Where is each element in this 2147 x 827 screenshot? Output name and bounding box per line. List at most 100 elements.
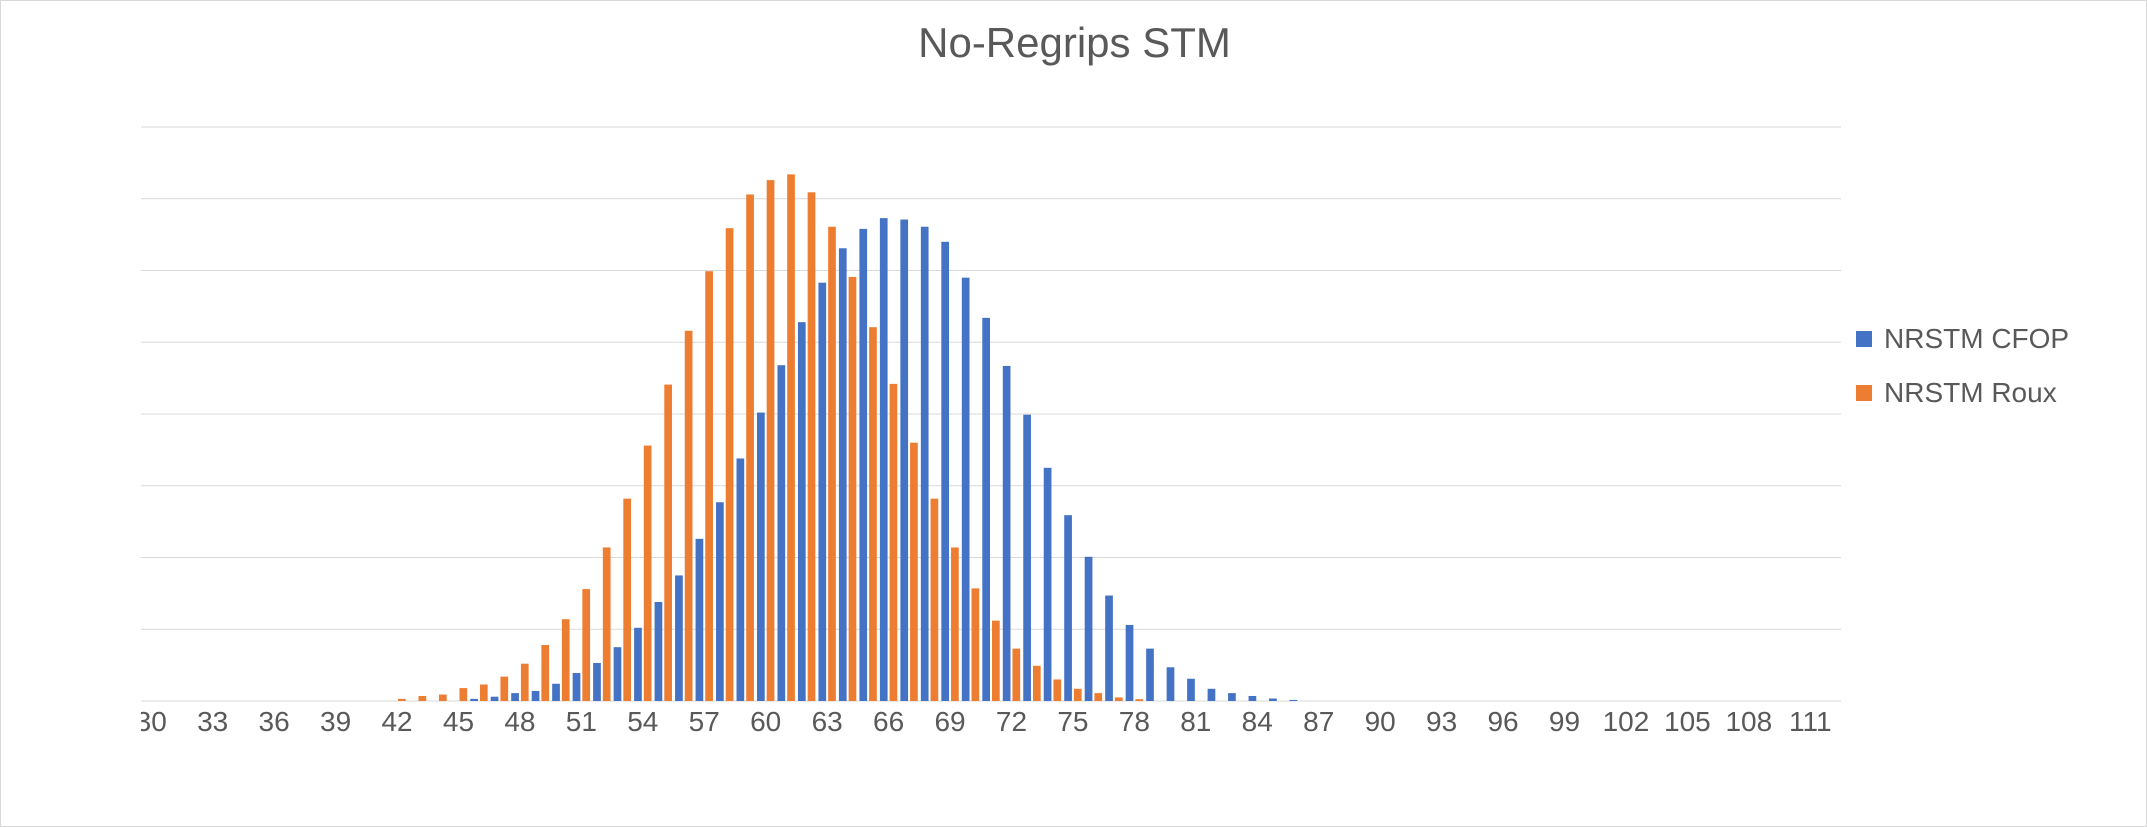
chart-container: No-Regrips STM 0100002000030000400005000… <box>0 0 2147 827</box>
bar <box>900 220 908 701</box>
x-tick-label: 90 <box>1365 706 1396 737</box>
bar <box>634 628 642 701</box>
bar <box>459 688 467 701</box>
bar <box>511 693 519 701</box>
bar <box>890 384 898 701</box>
x-tick-label: 111 <box>1789 706 1832 737</box>
bar <box>644 446 652 701</box>
x-tick-label: 72 <box>996 706 1027 737</box>
bar <box>726 228 734 701</box>
bar <box>716 502 724 701</box>
bar <box>982 318 990 701</box>
chart-title: No-Regrips STM <box>1 19 2147 67</box>
bar <box>696 539 704 701</box>
x-tick-label: 48 <box>504 706 535 737</box>
bar <box>614 647 622 701</box>
bar <box>941 242 949 701</box>
bar <box>798 322 806 701</box>
legend-label-roux: NRSTM Roux <box>1884 377 2057 409</box>
legend-swatch-cfop <box>1856 331 1872 347</box>
x-tick-label: 81 <box>1180 706 1211 737</box>
bar <box>675 575 683 701</box>
x-tick-label: 66 <box>873 706 904 737</box>
bar <box>1044 468 1052 701</box>
bar <box>705 271 713 701</box>
bar <box>552 684 560 701</box>
bar <box>777 365 785 701</box>
bar <box>1135 699 1143 701</box>
bar <box>931 499 939 701</box>
bar <box>1115 697 1123 701</box>
bar <box>623 499 631 701</box>
bar <box>992 621 1000 701</box>
x-tick-label: 57 <box>689 706 720 737</box>
x-tick-label: 102 <box>1603 706 1650 737</box>
bar <box>1033 666 1041 701</box>
x-tick-label: 63 <box>812 706 843 737</box>
x-axis-labels: 3033363942454851545760636669727578818487… <box>141 706 1832 737</box>
plot-area: 0100002000030000400005000060000700008000… <box>141 121 1841 741</box>
bar <box>767 180 775 701</box>
x-tick-label: 45 <box>443 706 474 737</box>
x-tick-label: 39 <box>320 706 351 737</box>
bar <box>1085 557 1093 701</box>
bar <box>1012 649 1020 701</box>
bar <box>1208 689 1216 701</box>
bar <box>880 218 888 701</box>
bar <box>480 684 488 701</box>
bar <box>1094 693 1102 701</box>
bar <box>470 699 478 701</box>
bar <box>921 227 929 701</box>
bar <box>1003 366 1011 701</box>
x-tick-label: 99 <box>1549 706 1580 737</box>
bar <box>859 229 867 701</box>
bar <box>757 413 765 701</box>
bar <box>1126 625 1134 701</box>
bar <box>593 663 601 701</box>
bar <box>491 697 499 701</box>
bar <box>1064 515 1072 701</box>
bar <box>541 645 549 701</box>
bar <box>1290 700 1298 701</box>
x-tick-label: 36 <box>259 706 290 737</box>
x-tick-label: 60 <box>750 706 781 737</box>
bar <box>839 248 847 701</box>
x-tick-label: 105 <box>1664 706 1711 737</box>
bar <box>582 589 590 701</box>
legend-item-roux: NRSTM Roux <box>1856 377 2116 409</box>
bar <box>737 458 745 701</box>
x-tick-label: 108 <box>1725 706 1772 737</box>
bar <box>1187 679 1195 701</box>
bar <box>808 192 816 701</box>
bar <box>1105 596 1113 701</box>
x-tick-label: 87 <box>1303 706 1334 737</box>
bar <box>419 696 427 701</box>
bar <box>910 443 918 701</box>
bar <box>951 547 959 701</box>
bar <box>1146 649 1154 701</box>
bar <box>655 602 663 701</box>
legend: NRSTM CFOP NRSTM Roux <box>1856 301 2116 431</box>
bar <box>746 194 754 701</box>
x-tick-label: 93 <box>1426 706 1457 737</box>
x-tick-label: 51 <box>566 706 597 737</box>
x-tick-label: 84 <box>1242 706 1273 737</box>
bar <box>603 547 611 701</box>
x-tick-label: 69 <box>934 706 965 737</box>
bar <box>573 673 581 701</box>
bar <box>828 227 836 701</box>
bar <box>1269 698 1277 701</box>
bar <box>962 278 970 701</box>
legend-swatch-roux <box>1856 385 1872 401</box>
x-tick-label: 33 <box>197 706 228 737</box>
grid <box>141 127 1841 701</box>
x-tick-label: 54 <box>627 706 658 737</box>
bar <box>439 695 447 701</box>
bar <box>869 327 877 701</box>
bar <box>532 691 540 701</box>
bar <box>685 331 693 701</box>
bar <box>1228 693 1236 701</box>
bar <box>500 677 508 701</box>
bar <box>664 385 672 701</box>
bar <box>849 277 857 701</box>
